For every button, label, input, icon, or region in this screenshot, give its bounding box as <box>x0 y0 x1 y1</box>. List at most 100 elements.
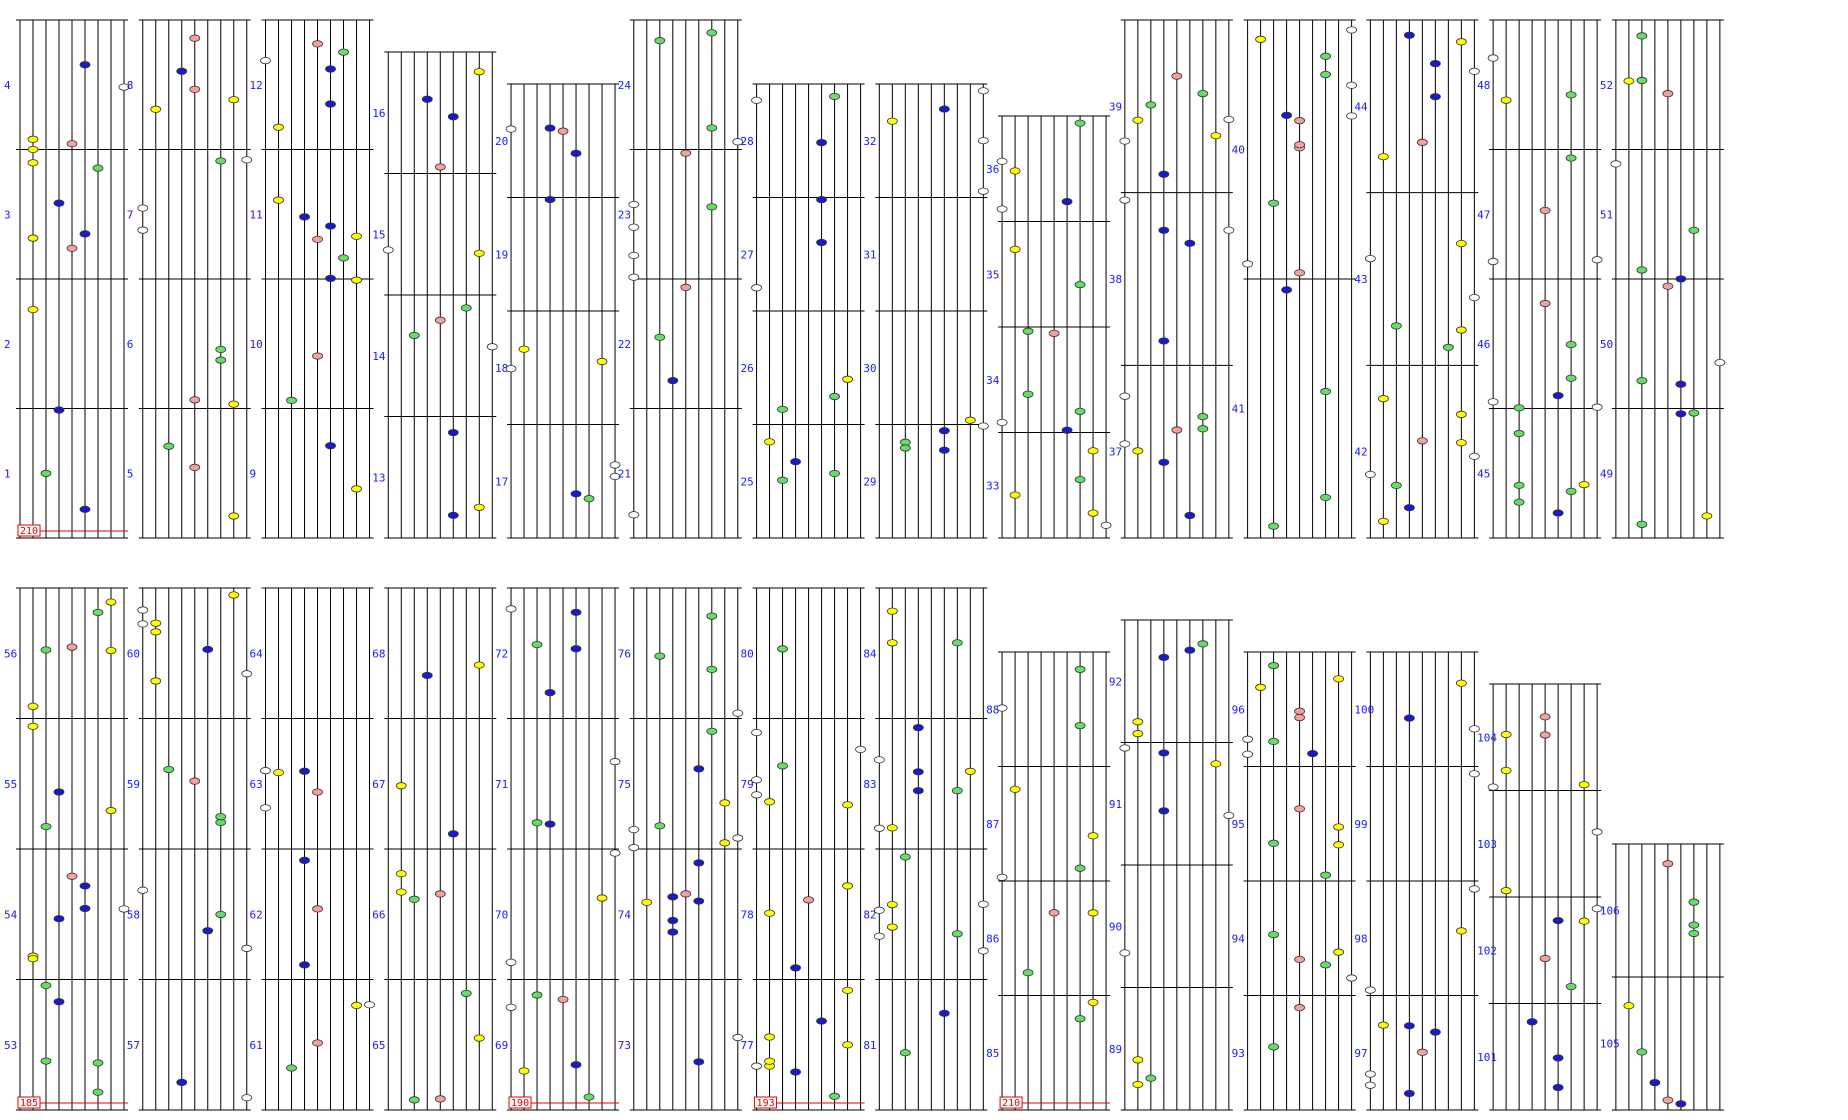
note-marker <box>408 895 420 903</box>
note-marker <box>1119 196 1131 204</box>
note-marker <box>1468 452 1480 460</box>
measure-label: 15 <box>372 228 385 241</box>
note-marker <box>1500 766 1512 775</box>
note-marker <box>996 205 1008 213</box>
note-marker <box>1294 269 1305 277</box>
note-marker <box>1242 735 1253 743</box>
note-marker <box>299 856 310 864</box>
note-marker <box>1119 949 1131 957</box>
measure-label: 9 <box>250 467 257 480</box>
chart-column-27: 101 102 103 104 <box>1477 683 1603 1111</box>
measure-label: 27 <box>741 248 754 261</box>
note-marker <box>312 1039 323 1047</box>
measure-label: 96 <box>1232 703 1245 716</box>
note-marker <box>680 890 692 898</box>
note-marker <box>1268 662 1279 670</box>
note-marker <box>977 87 989 95</box>
chart-column-11: 41 40 <box>1232 19 1357 539</box>
note-marker <box>1294 714 1305 722</box>
note-marker <box>434 890 446 898</box>
measure-label: 90 <box>1109 920 1122 933</box>
chart-column-9: 33 34 35 36 <box>986 115 1112 539</box>
note-marker <box>505 1003 517 1011</box>
note-marker <box>1048 909 1060 917</box>
note-marker <box>299 213 310 221</box>
note-marker <box>273 196 284 204</box>
note-marker <box>53 199 65 207</box>
measure-label: 36 <box>986 163 999 176</box>
note-marker <box>1403 714 1415 722</box>
note-marker <box>842 1041 853 1049</box>
note-marker <box>1119 137 1131 145</box>
note-marker <box>1442 343 1454 352</box>
measure-label: 1 <box>4 467 11 480</box>
note-marker <box>150 677 162 685</box>
note-marker <box>706 29 718 37</box>
note-marker <box>790 964 801 972</box>
note-marker <box>27 145 39 154</box>
note-marker <box>1403 504 1415 512</box>
note-marker <box>1158 653 1170 661</box>
note-marker <box>1294 117 1305 125</box>
note-marker <box>873 824 885 832</box>
measure-label: 94 <box>1232 932 1246 945</box>
note-marker <box>764 1033 775 1041</box>
note-marker <box>777 476 788 484</box>
note-marker <box>777 645 788 653</box>
note-marker <box>1539 731 1551 739</box>
note-marker <box>260 804 271 812</box>
note-marker <box>951 787 963 795</box>
note-marker <box>816 139 827 147</box>
note-marker <box>79 505 91 513</box>
note-marker <box>286 1064 297 1072</box>
note-marker <box>176 67 188 75</box>
note-marker <box>1132 447 1144 455</box>
measure-label: 7 <box>127 208 134 221</box>
note-marker <box>816 238 827 247</box>
note-marker <box>1268 839 1279 847</box>
note-marker <box>1591 403 1603 411</box>
note-marker <box>1662 90 1674 98</box>
note-marker <box>215 345 227 354</box>
note-marker <box>176 1078 188 1086</box>
note-marker <box>803 896 814 904</box>
note-marker <box>842 986 853 994</box>
chart-column-8: 29 30 31 32 <box>863 83 989 539</box>
note-marker <box>886 639 898 647</box>
note-marker <box>1455 326 1467 334</box>
note-marker <box>751 1062 762 1070</box>
note-marker <box>460 989 472 997</box>
measure-label: 23 <box>618 208 631 221</box>
note-marker <box>609 758 621 766</box>
note-marker <box>260 767 271 775</box>
note-marker <box>570 490 582 498</box>
note-marker <box>1145 1074 1157 1082</box>
note-marker <box>609 472 621 481</box>
measure-label: 39 <box>1109 100 1122 113</box>
note-marker <box>1223 811 1235 820</box>
note-marker <box>338 254 349 262</box>
note-marker <box>518 1067 530 1075</box>
note-marker <box>1552 1054 1564 1062</box>
note-marker <box>1119 744 1131 752</box>
note-marker <box>1688 898 1700 906</box>
note-marker <box>964 767 976 775</box>
note-marker <box>732 138 744 146</box>
note-marker <box>505 605 517 613</box>
measure-label: 87 <box>986 818 999 831</box>
measure-label: 10 <box>250 338 263 351</box>
note-marker <box>1403 1089 1415 1098</box>
note-marker <box>751 728 762 737</box>
note-marker <box>79 882 91 890</box>
note-marker <box>1623 1002 1635 1010</box>
note-marker <box>829 1092 840 1100</box>
measure-label: 99 <box>1354 818 1367 831</box>
note-marker <box>1714 358 1726 367</box>
chart-column-6: 21 22 23 24 <box>618 19 744 539</box>
note-marker <box>1429 93 1441 101</box>
note-marker <box>1591 256 1603 264</box>
note-marker <box>1416 437 1428 445</box>
note-marker <box>473 503 485 511</box>
note-marker <box>732 1033 744 1042</box>
chart-column-24: 89 90 91 92 <box>1109 619 1235 1111</box>
